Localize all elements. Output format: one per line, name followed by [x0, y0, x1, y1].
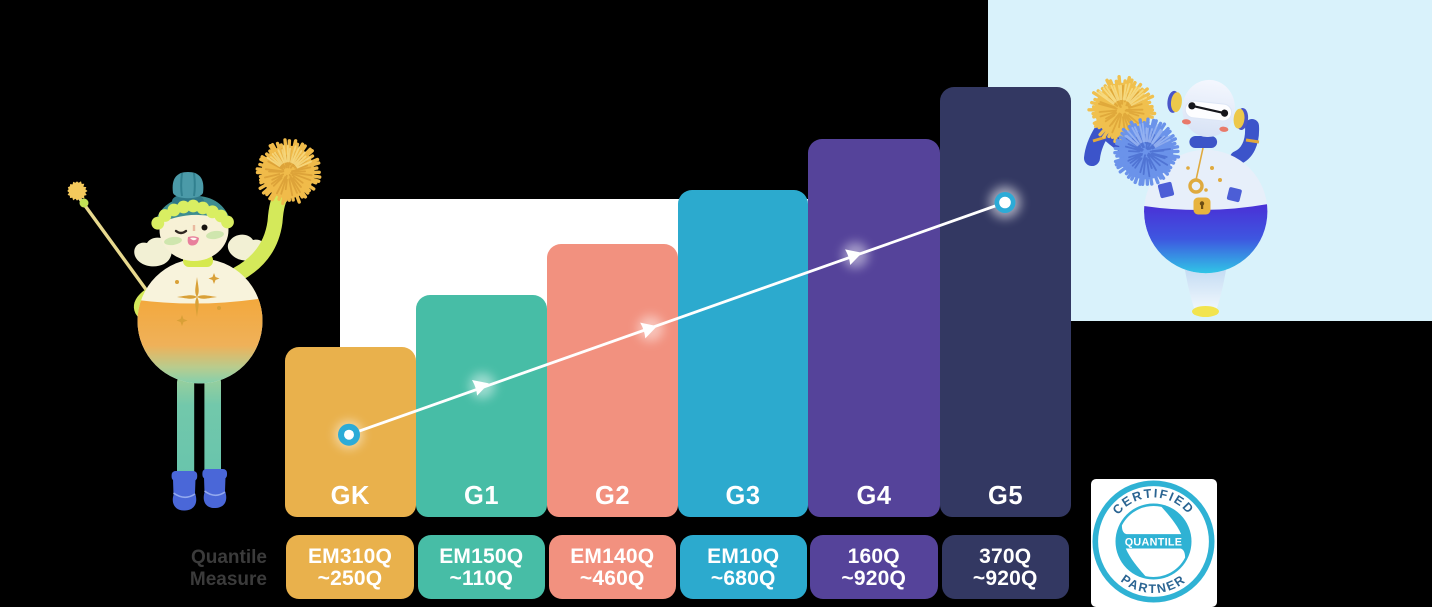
- svg-text:QUANTILE: QUANTILE: [1125, 536, 1183, 548]
